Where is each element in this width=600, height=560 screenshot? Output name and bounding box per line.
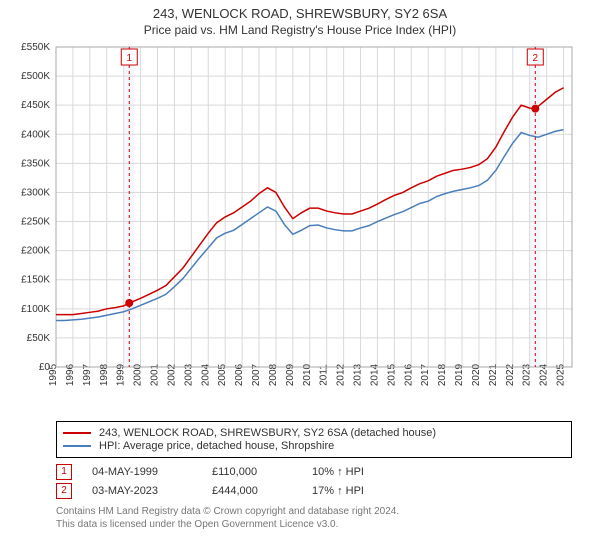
svg-text:£100K: £100K: [21, 304, 50, 315]
svg-text:£50K: £50K: [27, 333, 51, 344]
sale-marker-box: 2: [56, 483, 72, 499]
svg-text:£350K: £350K: [21, 158, 50, 169]
legend-label: 243, WENLOCK ROAD, SHREWSBURY, SY2 6SA (…: [99, 427, 436, 439]
sale-marker-box: 1: [56, 464, 72, 480]
sale-rows: 1 04-MAY-1999 £110,000 10% ↑ HPI 2 03-MAY-202…: [56, 464, 572, 499]
svg-text:£250K: £250K: [21, 217, 50, 228]
svg-text:£500K: £500K: [21, 71, 50, 82]
sale-row: 2 03-MAY-2023 £444,000 17% ↑ HPI: [56, 483, 572, 499]
legend: 243, WENLOCK ROAD, SHREWSBURY, SY2 6SA (…: [56, 421, 572, 458]
legend-swatch: [63, 445, 91, 447]
line-chart-svg: £0£50K£100K£150K£200K£250K£300K£350K£400…: [0, 37, 600, 417]
footnote-line-2: This data is licensed under the Open Gov…: [56, 518, 572, 531]
svg-text:£450K: £450K: [21, 100, 50, 111]
footnote-line-1: Contains HM Land Registry data © Crown c…: [56, 505, 572, 518]
legend-row: 243, WENLOCK ROAD, SHREWSBURY, SY2 6SA (…: [63, 427, 565, 439]
sale-date: 03-MAY-2023: [92, 485, 192, 497]
svg-text:£400K: £400K: [21, 129, 50, 140]
svg-text:2: 2: [533, 53, 539, 64]
legend-row: HPI: Average price, detached house, Shro…: [63, 440, 565, 452]
legend-label: HPI: Average price, detached house, Shro…: [99, 440, 334, 452]
sale-pct: 10% ↑ HPI: [312, 466, 402, 478]
chart-area: £0£50K£100K£150K£200K£250K£300K£350K£400…: [0, 37, 600, 417]
svg-text:1: 1: [126, 53, 132, 64]
sale-pct: 17% ↑ HPI: [312, 485, 402, 497]
sale-price: £110,000: [212, 466, 292, 478]
svg-text:£150K: £150K: [21, 275, 50, 286]
sale-price: £444,000: [212, 485, 292, 497]
chart-title-1: 243, WENLOCK ROAD, SHREWSBURY, SY2 6SA: [0, 0, 600, 21]
svg-text:£300K: £300K: [21, 187, 50, 198]
sale-row: 1 04-MAY-1999 £110,000 10% ↑ HPI: [56, 464, 572, 480]
legend-swatch: [63, 432, 91, 434]
svg-text:£550K: £550K: [21, 42, 50, 53]
footnote: Contains HM Land Registry data © Crown c…: [56, 505, 572, 531]
chart-title-2: Price paid vs. HM Land Registry's House …: [0, 21, 600, 37]
sale-date: 04-MAY-1999: [92, 466, 192, 478]
svg-text:£200K: £200K: [21, 246, 50, 257]
